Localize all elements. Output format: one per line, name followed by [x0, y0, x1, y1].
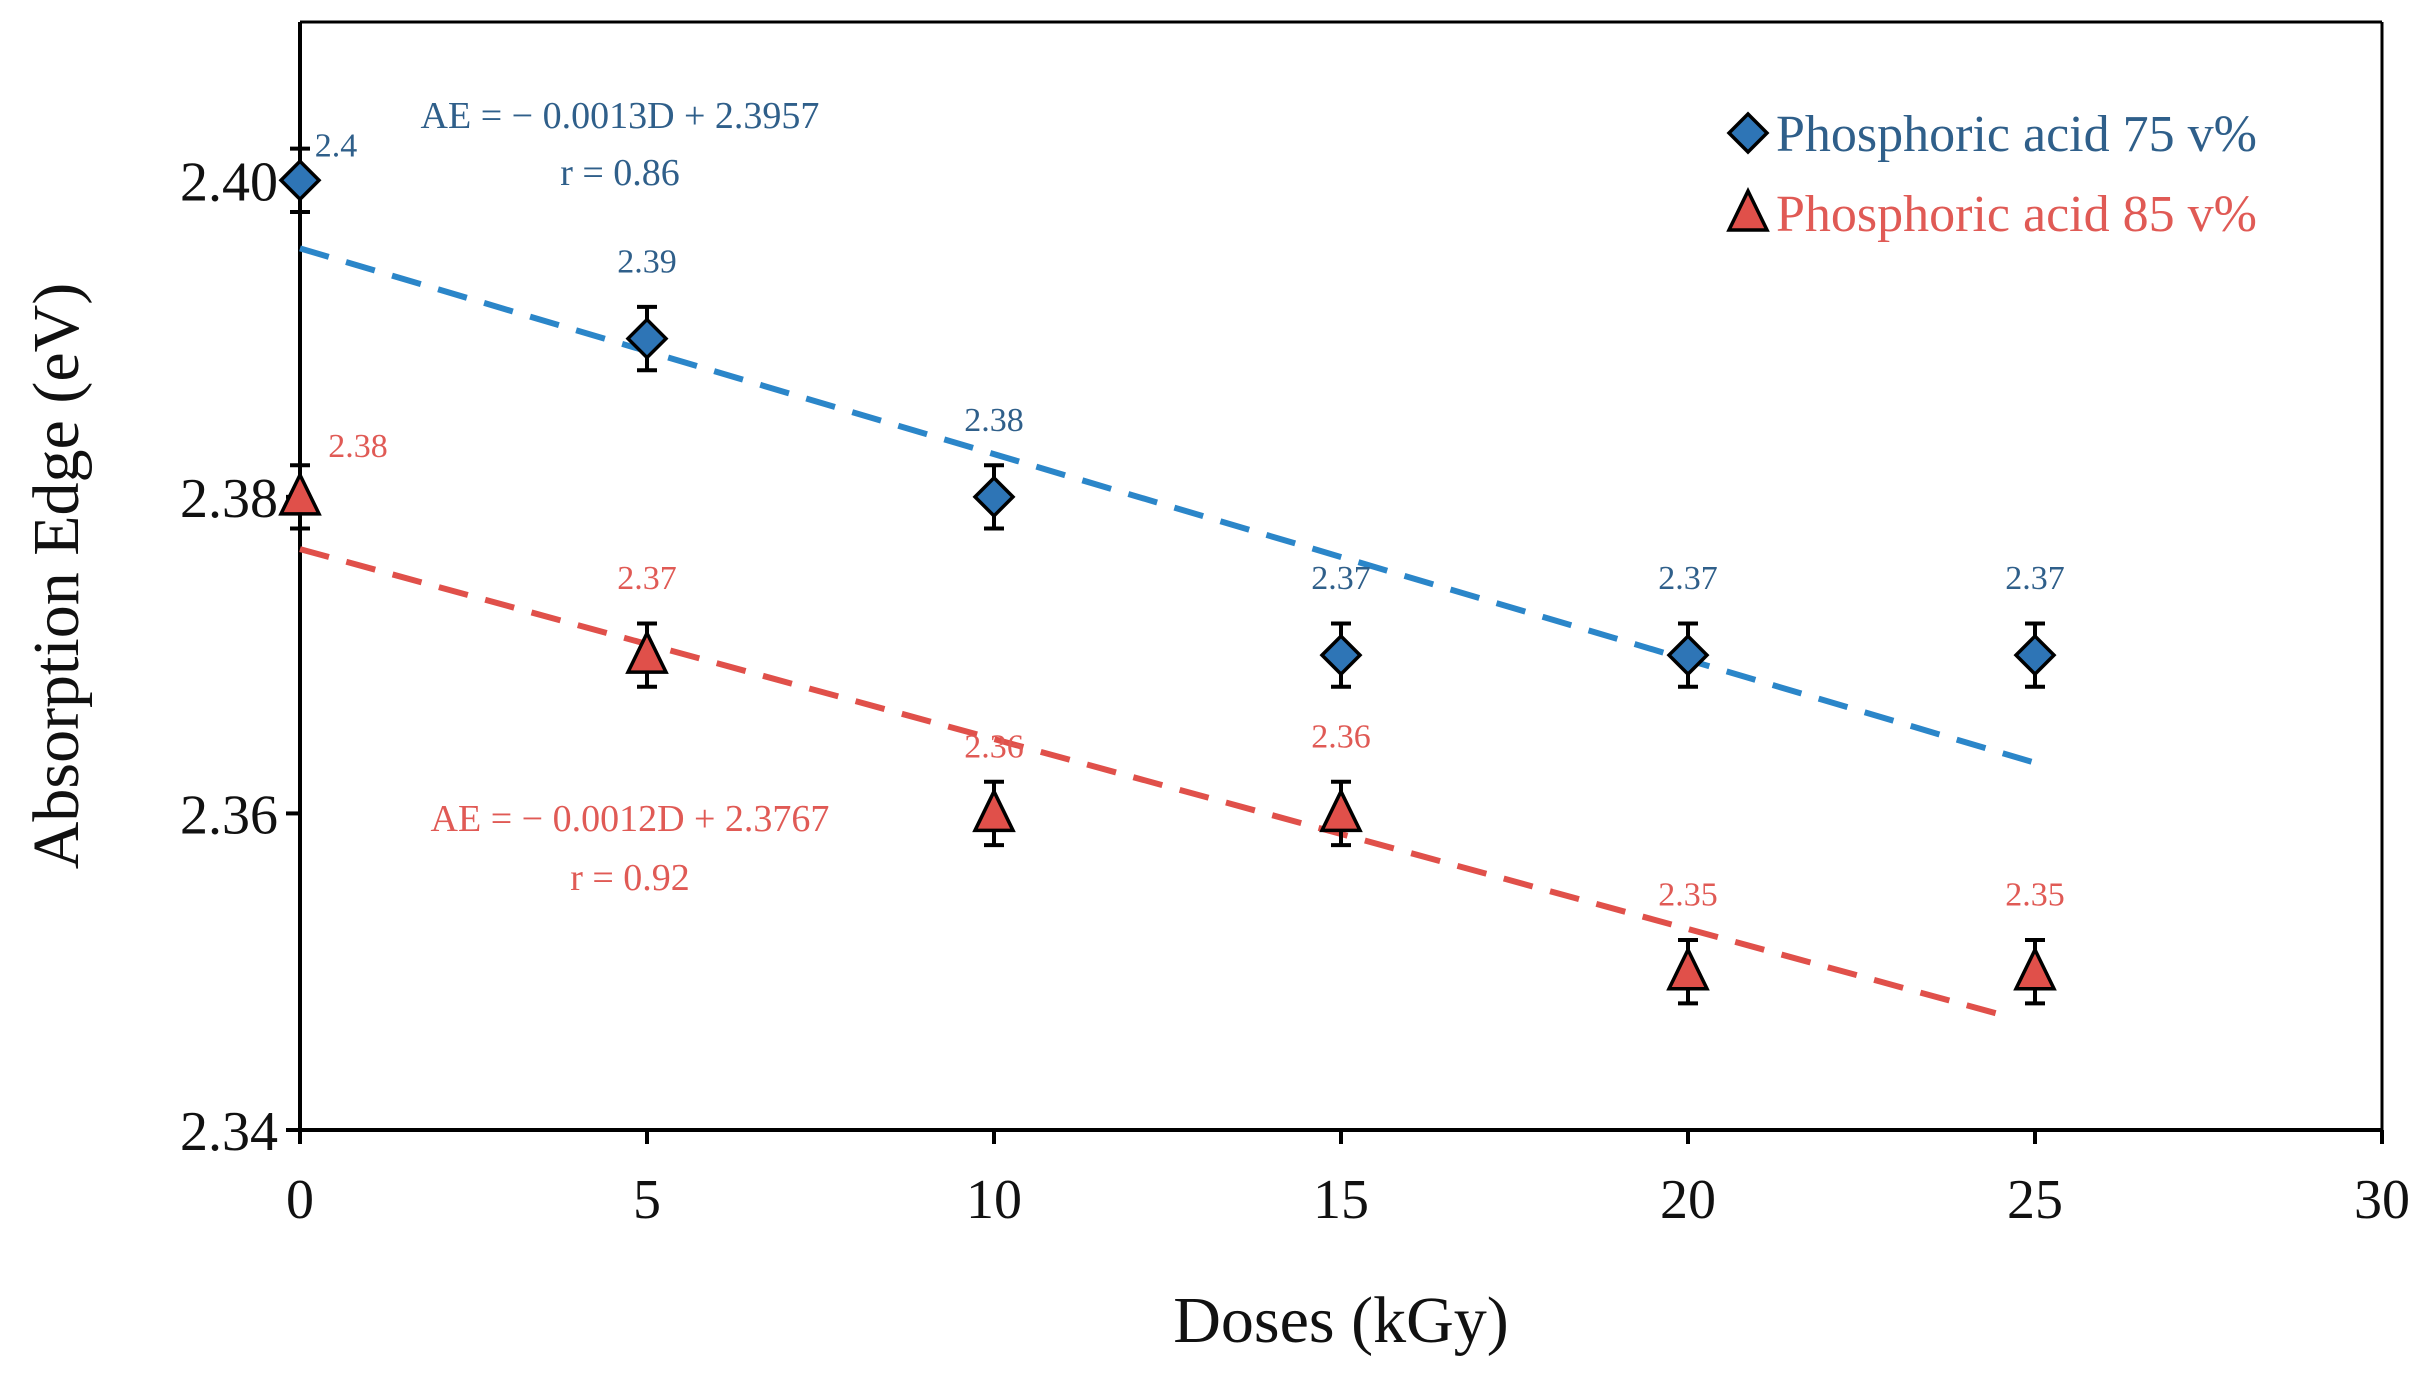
data-label: 2.38 [964, 402, 1024, 439]
x-tick-label: 10 [966, 1169, 1022, 1231]
diamond-marker [1666, 633, 1710, 677]
data-point-1 [2013, 621, 2057, 689]
data-point-2 [278, 463, 322, 531]
data-label: 2.37 [1658, 560, 1718, 597]
data-point-1 [625, 304, 669, 373]
data-label: 2.37 [617, 560, 677, 597]
regression-equation: AE = − 0.0013D + 2.3957 [421, 95, 820, 137]
triangle-marker [278, 470, 322, 516]
data-point-2 [972, 779, 1016, 848]
data-point-1 [1319, 621, 1363, 689]
y-axis-title: Absorption Edge (eV) [20, 283, 93, 870]
data-point-2 [625, 621, 669, 689]
x-tick-label: 0 [286, 1169, 314, 1231]
triangle-marker [2013, 945, 2057, 991]
data-label: 2.35 [1658, 877, 1718, 914]
x-axis-title: Doses (kGy) [1173, 1284, 1508, 1357]
data-label: 2.35 [2005, 877, 2065, 914]
y-tick-label: 2.38 [180, 468, 278, 530]
trendline-1 [299, 245, 2036, 766]
triangle-marker [1726, 187, 1770, 232]
data-label: 2.37 [1311, 560, 1371, 597]
legend-entry-label: Phosphoric acid 75 v% [1776, 106, 2257, 163]
triangle-marker [972, 787, 1016, 833]
data-label: 2.4 [315, 127, 358, 164]
regression-equation: AE = − 0.0012D + 2.3767 [431, 798, 830, 840]
trendline-2 [299, 546, 2009, 1020]
x-tick-label: 15 [1313, 1169, 1369, 1231]
data-label: 2.37 [2005, 560, 2065, 597]
correlation-coefficient: r = 0.92 [570, 857, 690, 899]
data-point-2 [1319, 779, 1363, 848]
data-point-1 [1666, 621, 1710, 689]
data-label: 2.38 [328, 428, 388, 465]
y-tick-label: 2.40 [180, 151, 278, 213]
diamond-marker [1726, 111, 1770, 155]
correlation-coefficient: r = 0.86 [560, 152, 680, 194]
diamond-marker [972, 475, 1016, 519]
data-labels-layer: 2.4 2.39 2.38 2.37 2.37 2.37 AE = − 0.0013D + … [315, 95, 2065, 914]
trendline-layer [299, 245, 2036, 1020]
data-label: 2.36 [964, 728, 1024, 765]
axes-layer: 0 5 10 15 20 25 30 2.34 2.36 2.38 2.40 Doses (kGy) A… [20, 20, 2410, 1357]
data-point-1 [972, 463, 1016, 531]
data-point-2 [1666, 938, 1710, 1006]
data-point-1 [278, 146, 322, 214]
diamond-marker [625, 317, 669, 361]
data-label: 2.36 [1311, 718, 1371, 755]
triangle-marker [625, 629, 669, 674]
x-tick-label: 30 [2354, 1169, 2410, 1231]
data-label: 2.39 [617, 244, 677, 281]
y-tick-label: 2.36 [180, 784, 278, 846]
diamond-marker [1319, 633, 1363, 677]
y-tick-label: 2.34 [180, 1101, 278, 1163]
x-tick-label: 20 [1660, 1169, 1716, 1231]
x-tick-label: 5 [633, 1169, 661, 1231]
x-tick-label: 25 [2007, 1169, 2063, 1231]
points-layer [278, 146, 2057, 1006]
data-point-2 [2013, 938, 2057, 1006]
triangle-marker [1319, 787, 1363, 833]
diamond-marker [2013, 633, 2057, 677]
diamond-marker [278, 158, 322, 202]
legend: Phosphoric acid 75 v% Phosphoric acid 85 … [1726, 106, 2257, 243]
legend-entry-label: Phosphoric acid 85 v% [1776, 186, 2257, 243]
triangle-marker [1666, 945, 1710, 991]
